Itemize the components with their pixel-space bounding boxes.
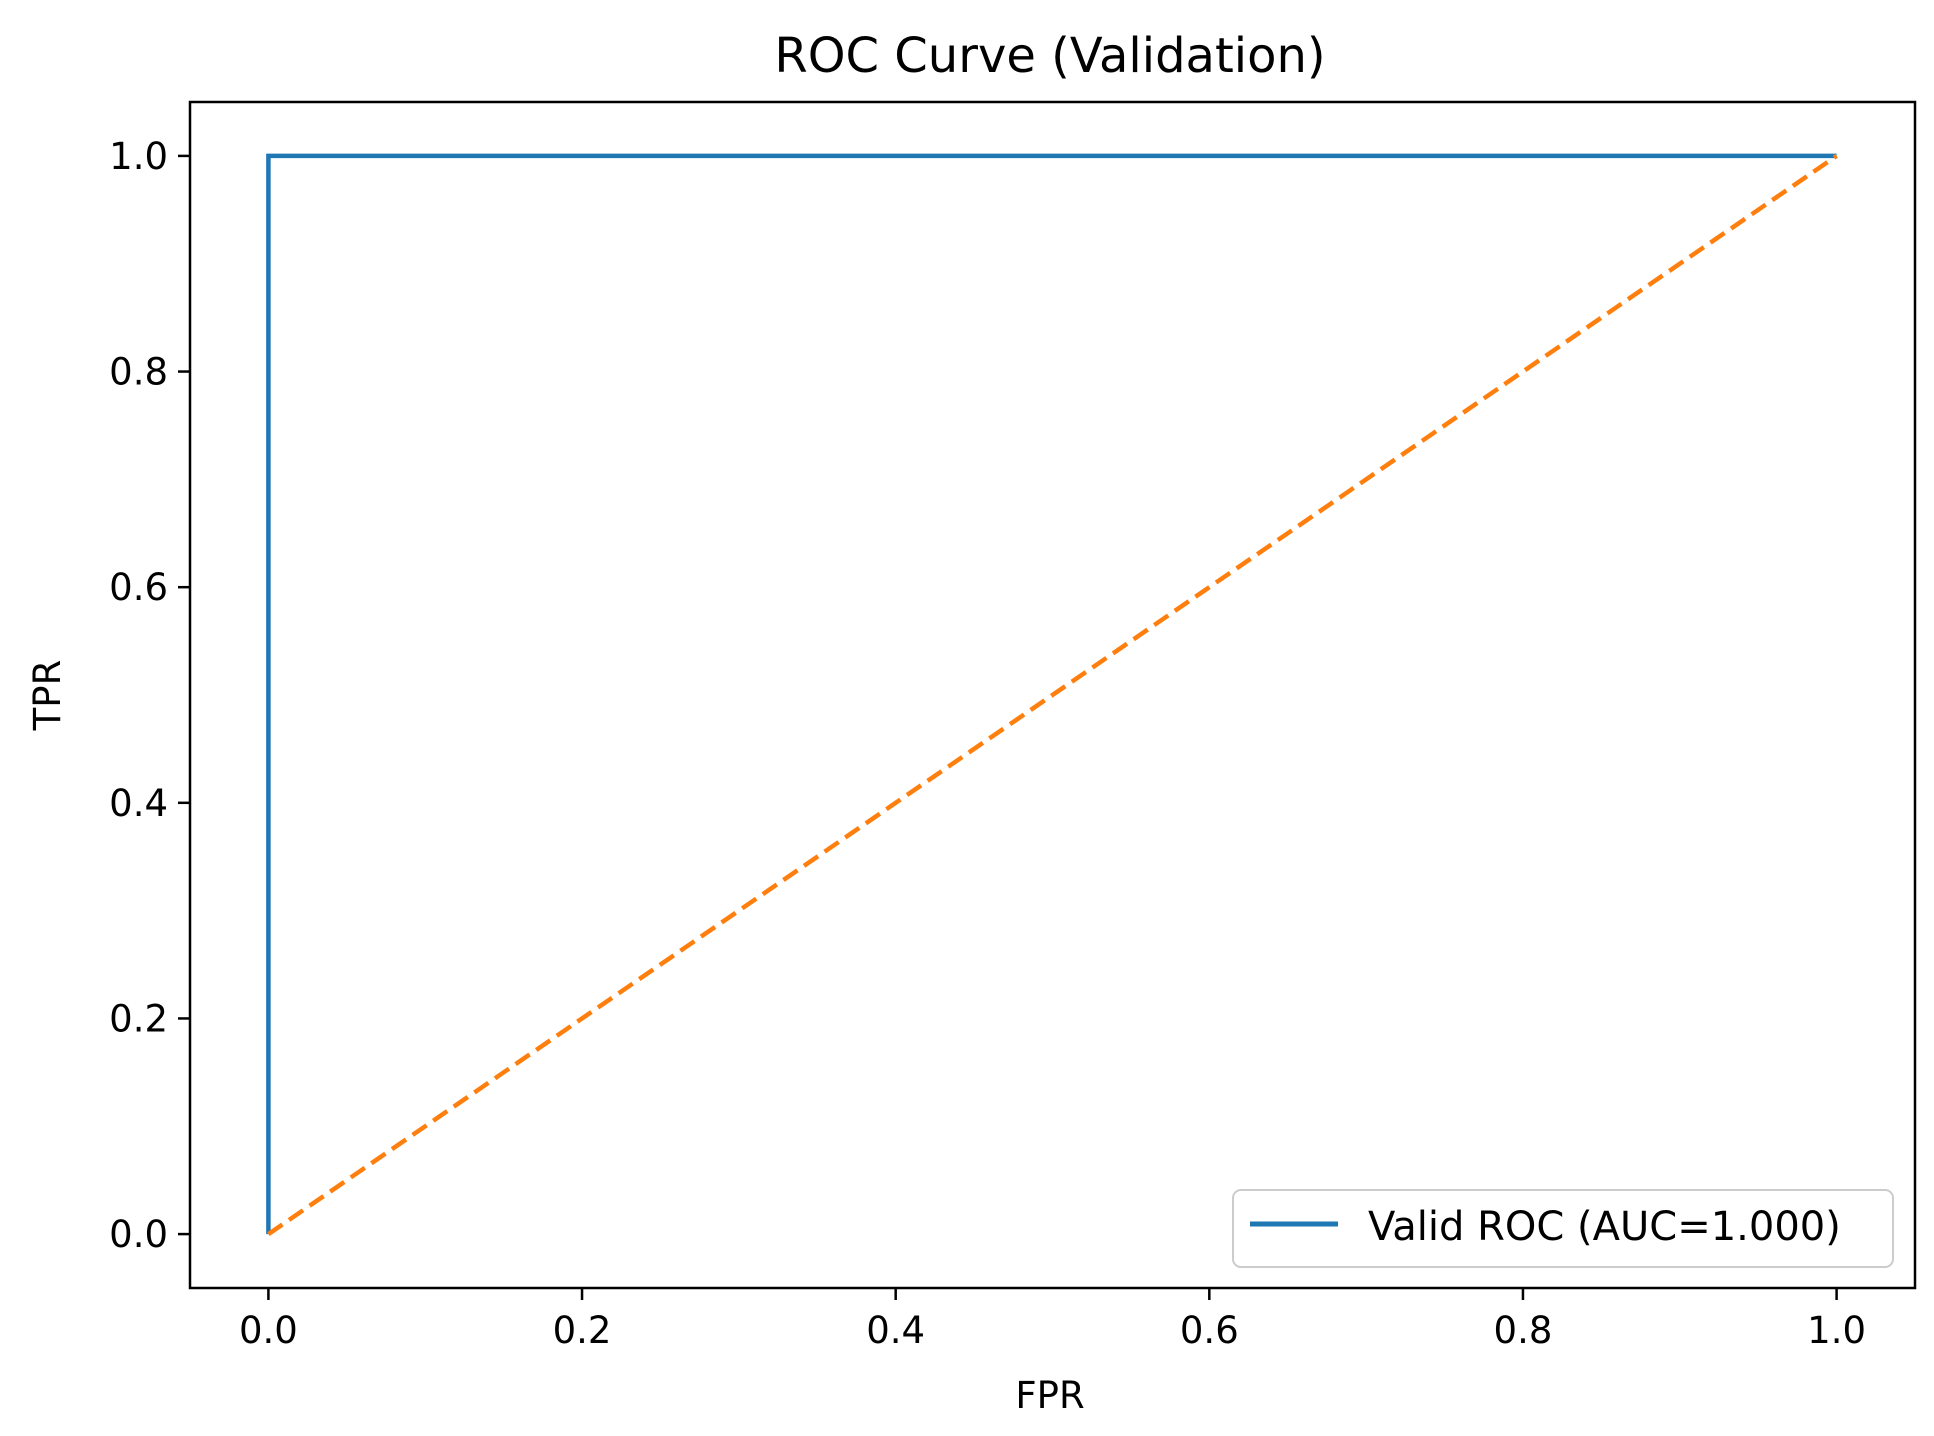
y-tick-label: 1.0 — [109, 135, 168, 178]
x-tick-label: 0.2 — [553, 1309, 612, 1352]
legend-label-valid-roc: Valid ROC (AUC=1.000) — [1368, 1204, 1841, 1250]
y-tick-label: 0.2 — [109, 997, 168, 1040]
y-tick-label: 0.4 — [109, 782, 168, 825]
series-line-chance-diagonal — [267, 154, 1838, 1236]
series-line-valid-roc — [266, 153, 1837, 1235]
chart-title: ROC Curve (Validation) — [774, 28, 1325, 84]
x-tick-label: 0.6 — [1180, 1309, 1239, 1352]
plot-layer — [266, 153, 1838, 1236]
axes-frame — [188, 100, 1917, 1290]
x-tick-label: 1.0 — [1807, 1309, 1866, 1352]
x-axis-ticks: 0.0 0.2 0.4 0.6 0.8 1.0 — [239, 1288, 1866, 1352]
y-tick-label: 0.8 — [109, 351, 168, 394]
x-tick-label: 0.0 — [239, 1309, 298, 1352]
legend-box — [1232, 1189, 1894, 1268]
x-tick-label: 0.8 — [1494, 1309, 1553, 1352]
x-axis-label: FPR — [1015, 1374, 1084, 1417]
y-axis-label: TPR — [26, 660, 69, 732]
y-tick-label: 0.6 — [109, 566, 168, 609]
x-tick-label: 0.4 — [866, 1309, 925, 1352]
legend: Valid ROC (AUC=1.000) — [1232, 1189, 1894, 1268]
y-tick-label: 0.0 — [109, 1213, 168, 1256]
y-axis-ticks: 0.0 0.2 0.4 0.6 0.8 1.0 — [109, 135, 190, 1256]
